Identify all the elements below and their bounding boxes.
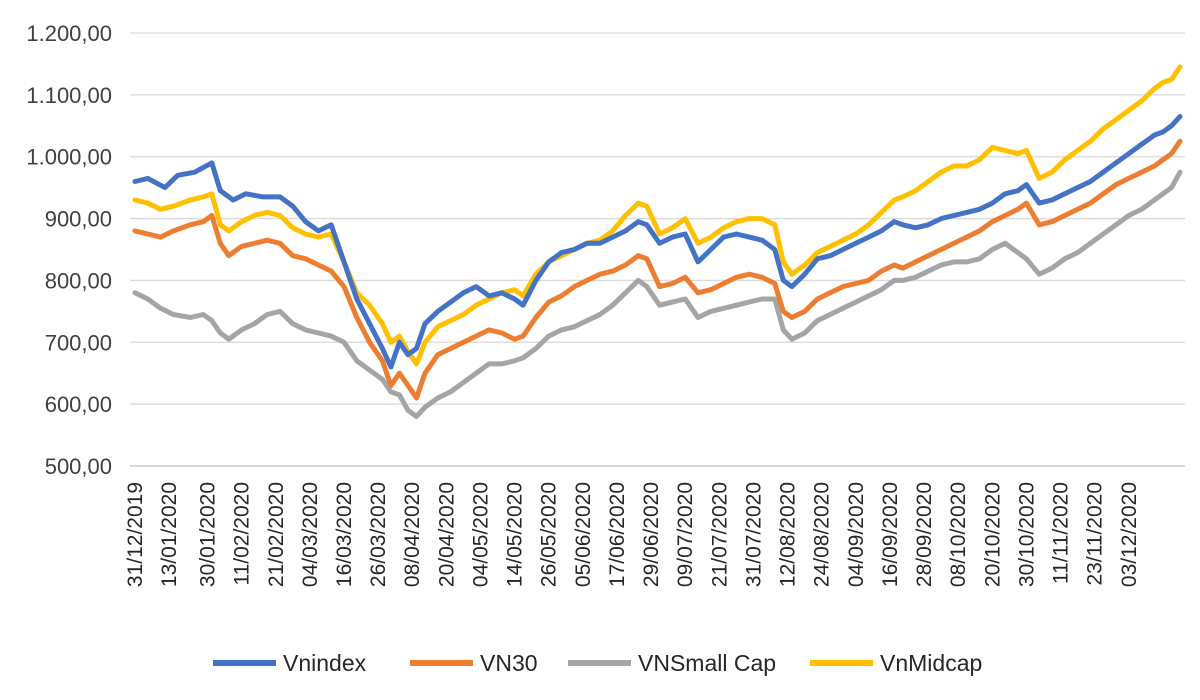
x-tick-label: 30/01/2020	[197, 482, 220, 587]
x-tick-label: 26/03/2020	[367, 482, 390, 587]
x-tick-label: 31/07/2020	[742, 482, 765, 587]
x-tick-label: 03/12/2020	[1118, 482, 1141, 587]
series-line-vnmidcap	[132, 64, 1183, 367]
y-tick-label: 1.100,00	[26, 83, 112, 108]
legend-item: VN30	[410, 650, 538, 676]
y-axis-ticks: 1.200,00 1.100,00 1.000,00 900,00 800,00 700,…	[26, 21, 112, 479]
series-line-vn30	[132, 138, 1183, 401]
x-tick-label: 23/11/2020	[1084, 482, 1107, 586]
legend-item: VnMidcap	[810, 650, 982, 676]
x-tick-label: 08/04/2020	[401, 482, 424, 587]
x-tick-label: 05/06/2020	[572, 482, 595, 587]
x-tick-label: 04/05/2020	[469, 482, 492, 587]
y-tick-label: 700,00	[45, 330, 112, 355]
x-tick-label: 16/03/2020	[333, 482, 356, 587]
y-tick-label: 600,00	[45, 392, 112, 417]
x-tick-label: 29/06/2020	[640, 482, 663, 587]
x-tick-label: 21/02/2020	[265, 482, 288, 587]
legend-label: VnMidcap	[880, 650, 982, 676]
legend: Vnindex VN30 VNSmall Cap VnMidcap	[213, 650, 982, 676]
x-tick-label: 20/04/2020	[435, 482, 458, 587]
legend-item: Vnindex	[213, 650, 367, 676]
x-tick-label: 11/11/2020	[1050, 482, 1073, 584]
legend-label: VN30	[480, 650, 538, 676]
x-tick-label: 04/03/2020	[299, 482, 322, 587]
x-tick-label: 30/10/2020	[1015, 482, 1038, 587]
x-tick-label: 04/09/2020	[845, 482, 868, 587]
y-tick-label: 1.200,00	[26, 21, 112, 46]
x-tick-label: 08/10/2020	[947, 482, 970, 587]
x-tick-label: 17/06/2020	[606, 482, 629, 587]
series-line-vnsmall-cap	[132, 169, 1183, 419]
y-tick-label: 1.000,00	[26, 145, 112, 170]
legend-item: VNSmall Cap	[568, 650, 776, 676]
x-tick-label: 24/08/2020	[811, 482, 834, 587]
x-tick-label: 11/02/2020	[231, 482, 254, 586]
x-tick-label: 13/01/2020	[158, 482, 181, 587]
x-tick-label: 09/07/2020	[674, 482, 697, 587]
series-line-vnindex	[132, 114, 1183, 370]
x-tick-label: 14/05/2020	[504, 482, 527, 587]
x-tick-label: 20/10/2020	[981, 482, 1004, 587]
y-tick-label: 500,00	[45, 454, 112, 479]
x-tick-label: 12/08/2020	[777, 482, 800, 587]
x-tick-label: 21/07/2020	[708, 482, 731, 587]
x-tick-label: 28/09/2020	[913, 482, 936, 587]
x-axis-ticks: 31/12/2019 13/01/2020 30/01/2020 11/02/2020…	[124, 482, 1141, 587]
y-tick-label: 900,00	[45, 207, 112, 232]
x-tick-label: 31/12/2019	[124, 482, 147, 587]
series-lines	[132, 64, 1183, 419]
legend-label: VNSmall Cap	[638, 650, 776, 676]
legend-label: Vnindex	[283, 650, 367, 676]
x-tick-label: 26/05/2020	[538, 482, 561, 587]
x-tick-label: 16/09/2020	[879, 482, 902, 587]
y-tick-label: 800,00	[45, 268, 112, 293]
